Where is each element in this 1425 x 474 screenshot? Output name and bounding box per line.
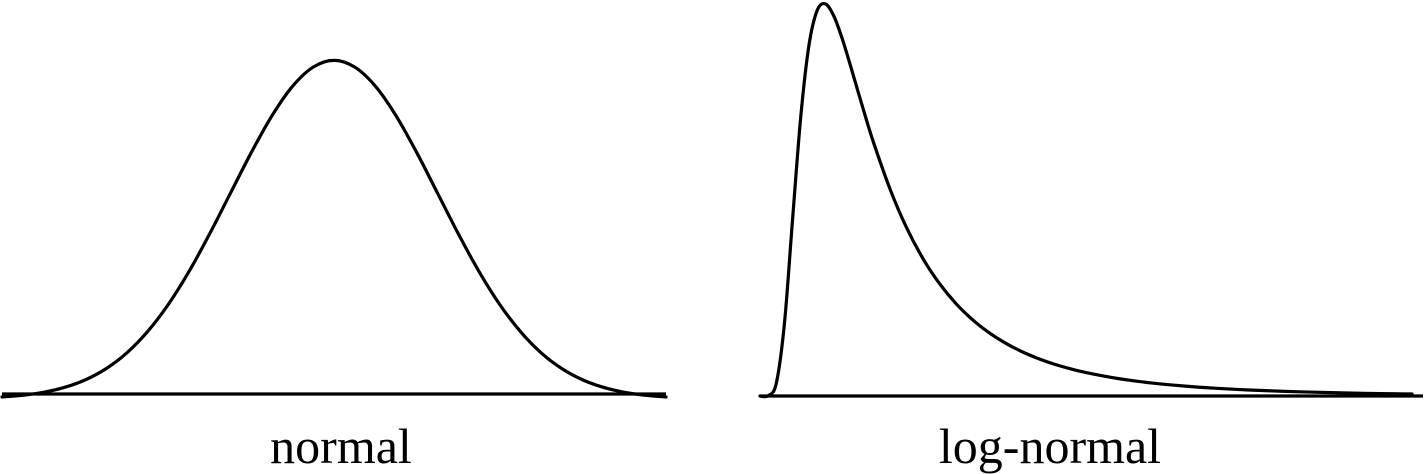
log-normal-caption: log-normal xyxy=(939,418,1161,474)
normal-panel: normal xyxy=(0,58,668,474)
normal-caption: normal xyxy=(270,418,412,474)
log-normal-density-curve xyxy=(758,1,1414,399)
log-normal-panel: log-normal xyxy=(758,1,1423,474)
normal-density-curve xyxy=(0,58,668,399)
